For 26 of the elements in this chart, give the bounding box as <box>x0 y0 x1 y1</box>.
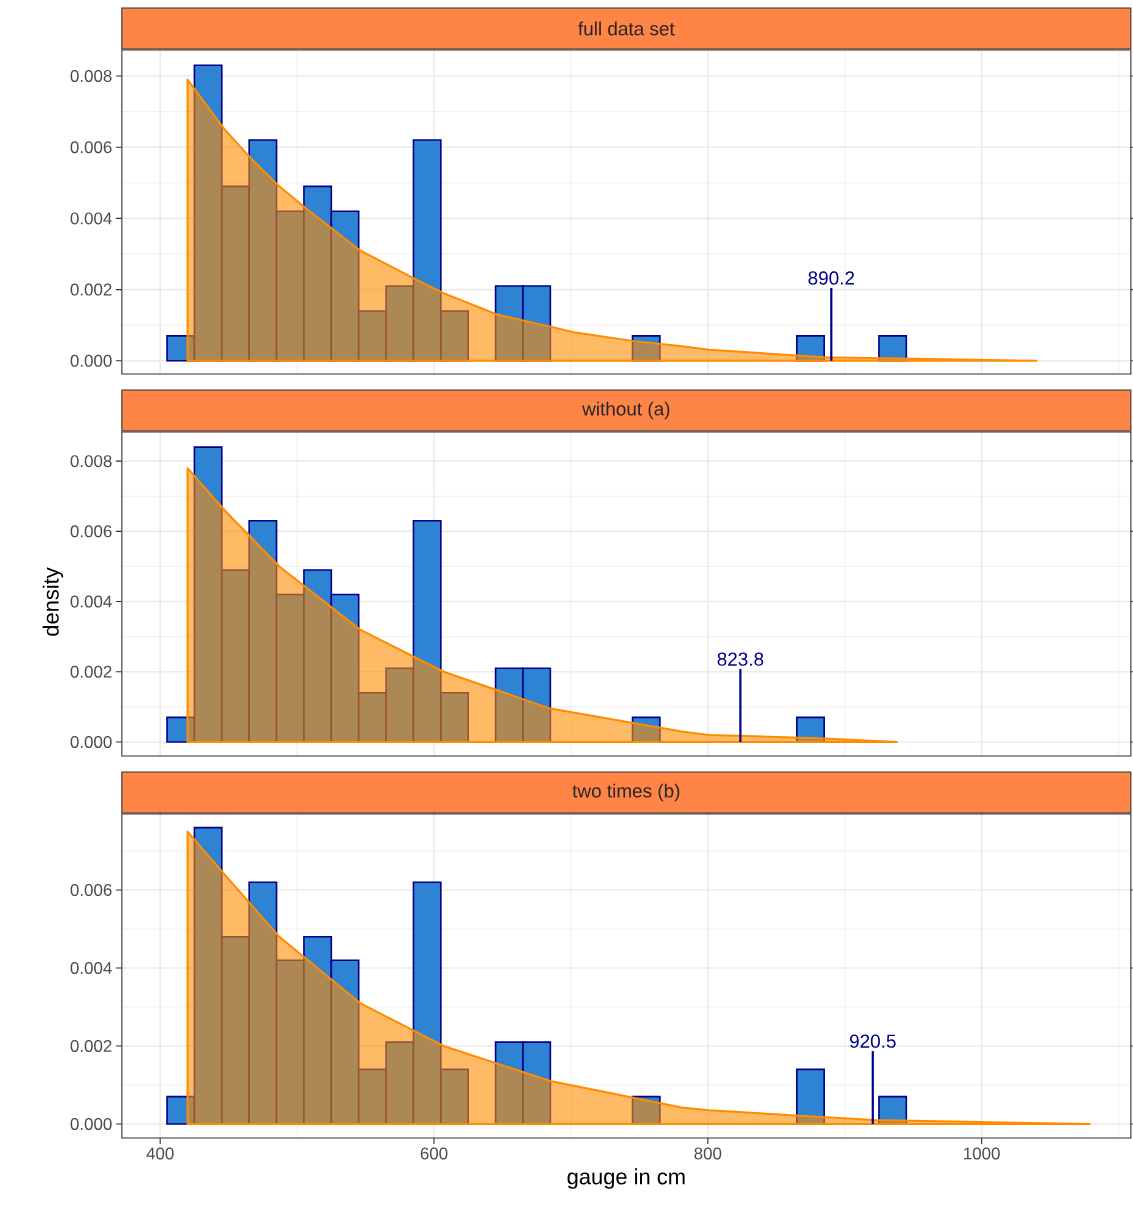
x-tick-label: 400 <box>146 1147 174 1160</box>
x-tick-label: 1000 <box>964 1147 1000 1160</box>
y-tick-label: 0.004 <box>70 962 112 974</box>
y-tick-label: 0.008 <box>70 455 112 468</box>
y-tick-label: 0.004 <box>70 212 112 225</box>
y-tick-label: 0.006 <box>70 141 112 154</box>
chart-title: full data set <box>578 21 675 36</box>
ref-line-label: 823.8 <box>717 652 764 666</box>
y-tick-label: 0.004 <box>70 595 112 608</box>
x-axis-title: gauge in cm <box>567 1168 685 1189</box>
ref-line-label: 890.2 <box>808 271 855 285</box>
chart-title: without (a) <box>582 401 670 420</box>
y-tick-label: 0.000 <box>70 1117 112 1130</box>
chart-title: two times (b) <box>572 783 680 802</box>
y-tick-label: 0.008 <box>70 69 112 82</box>
y-tick-label: 0.002 <box>70 283 112 296</box>
y-axis-title: density <box>42 567 64 636</box>
x-tick-label: 800 <box>694 1147 722 1160</box>
y-tick-label: 0.006 <box>70 884 112 897</box>
x-tick-label: 600 <box>420 1147 448 1160</box>
y-tick-label: 0.006 <box>70 525 112 538</box>
ref-line-label: 920.5 <box>850 1034 896 1048</box>
y-tick-label: 0.000 <box>70 735 112 748</box>
y-tick-label: 0.000 <box>70 354 112 367</box>
y-tick-label: 0.002 <box>70 1039 112 1052</box>
y-tick-label: 0.002 <box>70 665 112 678</box>
